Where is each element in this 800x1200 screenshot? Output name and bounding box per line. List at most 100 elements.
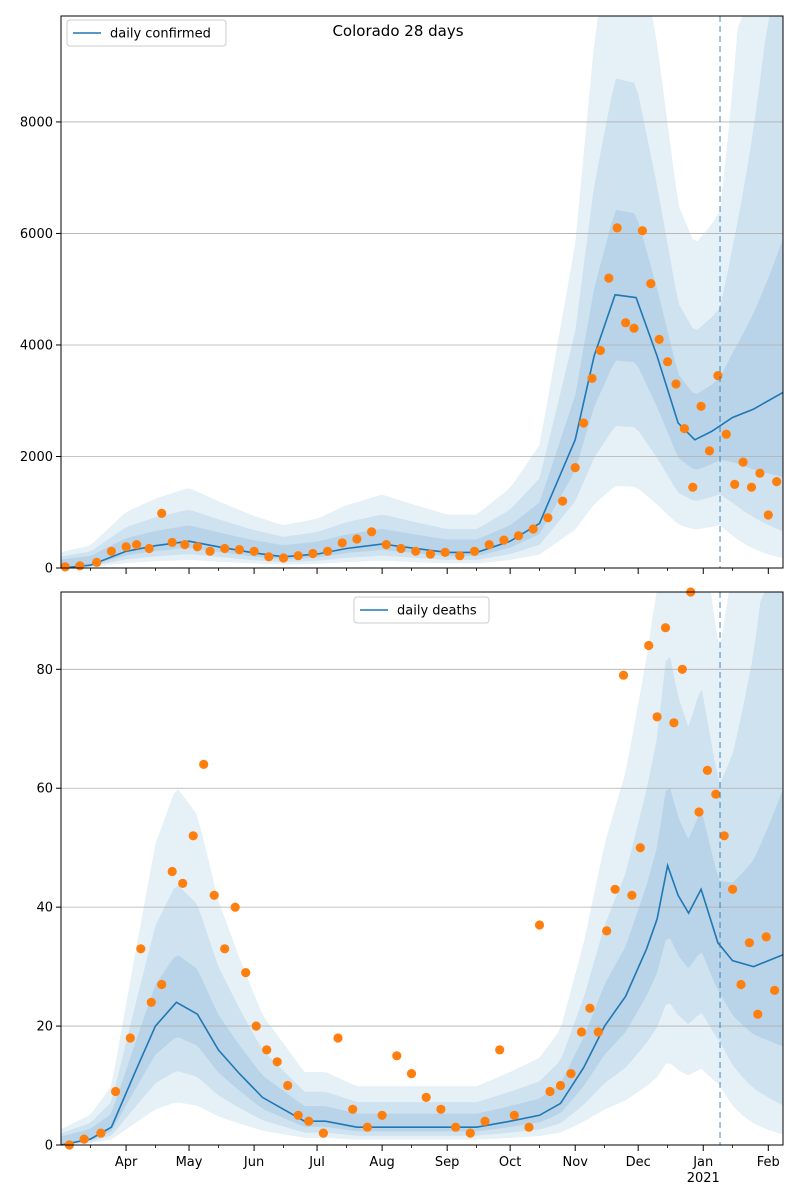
observed-point: [753, 1009, 763, 1019]
band-outer: [61, 592, 783, 1145]
observed-point: [293, 551, 303, 561]
observed-point: [293, 1110, 303, 1120]
observed-point: [534, 920, 545, 930]
observed-point: [576, 1027, 587, 1037]
observed-point: [469, 546, 480, 556]
observed-point: [543, 513, 553, 523]
observed-point: [558, 496, 568, 506]
observed-point: [199, 759, 209, 770]
observed-point: [455, 551, 465, 561]
observed-point: [121, 542, 131, 552]
observed-point: [272, 1057, 282, 1067]
observed-point: [484, 540, 494, 550]
observed-point: [721, 429, 731, 439]
deaths-gridlines: [61, 668, 783, 1027]
observed-point: [205, 546, 215, 556]
y-tick-label: 2000: [20, 450, 53, 465]
observed-point: [677, 664, 687, 674]
observed-point: [509, 1110, 519, 1120]
observed-point: [283, 1080, 293, 1091]
observed-point: [719, 831, 729, 841]
observed-point: [144, 543, 154, 554]
observed-point: [304, 1116, 314, 1126]
observed-point: [323, 546, 333, 556]
observed-point: [125, 1033, 135, 1043]
observed-point: [671, 379, 681, 389]
observed-point: [513, 531, 524, 541]
observed-point: [772, 477, 782, 487]
x-tick-label: Feb: [757, 1155, 780, 1170]
x-tick-label: Sep: [435, 1155, 460, 1170]
observed-point: [136, 944, 146, 954]
observed-point: [167, 866, 177, 877]
observed-point: [96, 1128, 106, 1138]
y-tick-label: 20: [36, 1020, 53, 1035]
observed-point: [362, 1122, 372, 1132]
observed-point: [377, 1110, 387, 1120]
observed-point: [711, 789, 721, 799]
observed-point: [646, 279, 656, 289]
observed-point: [209, 890, 219, 900]
deaths-legend-label: daily deaths: [397, 604, 477, 619]
y-tick-label: 8000: [20, 115, 53, 130]
observed-point: [367, 527, 377, 537]
deaths-median-line: [60, 862, 784, 1146]
x-tick-label: Aug: [369, 1155, 394, 1170]
observed-point: [392, 1051, 402, 1061]
observed-point: [566, 1069, 576, 1079]
deaths-axes-frame: [60, 591, 784, 1146]
observed-point: [220, 543, 230, 554]
confirmed-legend: daily confirmed: [66, 19, 227, 47]
observed-point: [660, 623, 671, 633]
confirmed-y-axis: 0 2000 4000 6000 8000: [20, 115, 61, 577]
y-tick-label: 4000: [20, 338, 53, 353]
observed-point: [738, 457, 748, 467]
observed-point: [629, 323, 639, 333]
observed-point: [612, 223, 622, 233]
y-tick-label: 60: [36, 782, 53, 797]
observed-point: [337, 538, 347, 548]
observed-point: [440, 547, 450, 558]
y-tick-label: 6000: [20, 227, 53, 242]
observed-point: [333, 1033, 343, 1043]
observed-point: [75, 561, 85, 571]
band-inner: [61, 788, 783, 1145]
observed-point: [694, 807, 704, 817]
deaths-y-axis: 0 20 40 60 80: [36, 663, 61, 1154]
observed-point: [249, 546, 259, 556]
deaths-x-axis: Apr May Jun Jul Aug Sep Oct Nov Dec Jan Feb 2021: [89, 1145, 780, 1186]
observed-point: [411, 546, 421, 556]
confirmed-gridlines: [61, 121, 783, 457]
observed-point: [348, 1104, 358, 1114]
deaths-panel: 0 20 40 60 80 Apr May Jun Jul Aug Sep Oct Nov Dec Jan…: [36, 587, 784, 1186]
observed-point: [728, 884, 738, 894]
observed-point: [696, 401, 706, 411]
observed-point: [730, 479, 740, 489]
observed-point: [524, 1122, 534, 1132]
band-outer: [61, 16, 783, 568]
observed-point: [241, 968, 251, 978]
observed-point: [318, 1128, 328, 1138]
deaths-observed-points: [64, 587, 780, 1150]
observed-point: [480, 1116, 490, 1126]
observed-point: [652, 712, 662, 722]
figure-title: Colorado 28 days: [332, 22, 463, 40]
x-tick-label: Dec: [626, 1155, 651, 1170]
band-inner: [61, 210, 783, 568]
x-tick-label: Jan: [692, 1155, 713, 1170]
observed-point: [352, 534, 362, 544]
observed-point: [736, 979, 746, 990]
observed-point: [644, 640, 654, 651]
observed-point: [278, 553, 289, 563]
observed-point: [264, 552, 274, 562]
observed-point: [755, 468, 765, 478]
observed-point: [132, 540, 142, 550]
observed-point: [421, 1092, 431, 1102]
observed-point: [451, 1122, 461, 1132]
observed-point: [688, 482, 698, 492]
y-tick-label: 80: [36, 663, 53, 678]
observed-point: [106, 546, 116, 556]
x-tick-label: May: [176, 1155, 203, 1170]
confirmed-uncertainty-bands: [61, 16, 783, 568]
observed-point: [230, 902, 240, 912]
